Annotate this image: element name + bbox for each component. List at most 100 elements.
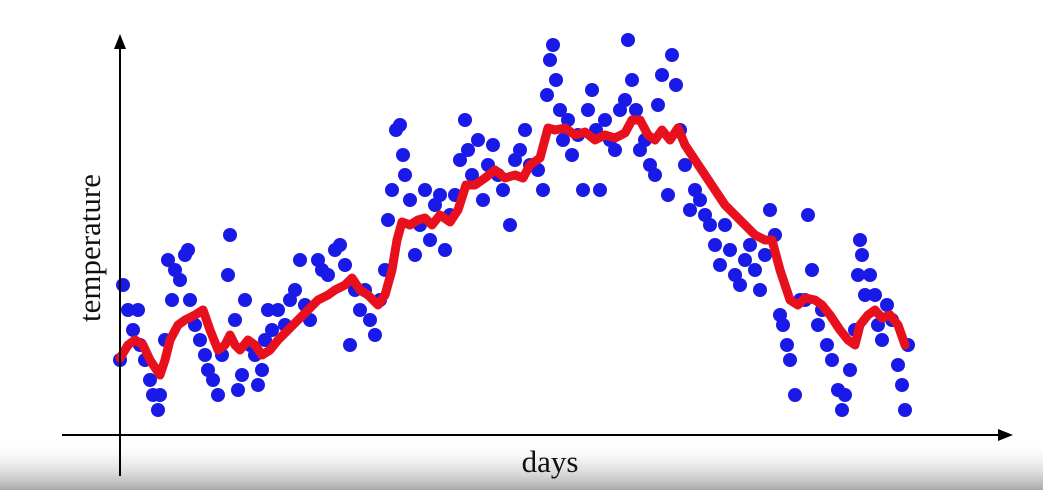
data-point [708,238,722,252]
data-point [718,218,732,232]
data-point [363,313,377,327]
data-point [811,318,825,332]
data-point [733,278,747,292]
data-point [211,388,225,402]
data-point [476,193,490,207]
data-point [543,53,557,67]
data-point [271,303,285,317]
data-point [228,313,242,327]
data-point [398,168,412,182]
data-point [549,73,563,87]
data-point [173,273,187,287]
data-point [683,203,697,217]
data-point [198,348,212,362]
data-point [513,143,527,157]
data-point [381,213,395,227]
data-point [703,218,717,232]
data-point [131,303,145,317]
data-point [343,338,357,352]
data-point [801,208,815,222]
data-point [738,253,752,267]
data-point [496,183,510,197]
data-point [183,293,197,307]
data-point [780,338,794,352]
data-point [338,258,352,272]
data-point [258,333,272,347]
data-point [753,283,767,297]
data-point [843,363,857,377]
trend-line [115,115,910,380]
data-point [423,233,437,247]
data-point [293,253,307,267]
data-point [669,78,683,92]
data-point [193,333,207,347]
data-point [503,218,517,232]
data-point [221,268,235,282]
data-point [608,143,622,157]
data-point [581,103,595,117]
data-point [553,103,567,117]
data-point [153,388,167,402]
data-point [855,248,869,262]
data-point [143,373,157,387]
data-point [288,283,302,297]
data-point [693,193,707,207]
plot-area [113,33,915,417]
data-point [261,303,275,317]
data-point [713,258,727,272]
data-point [758,248,772,262]
data-point [629,103,643,117]
data-point [838,388,852,402]
bottom-shade [0,440,1043,490]
data-point [868,288,882,302]
data-point [223,228,237,242]
data-point [723,243,737,257]
data-point [486,138,500,152]
data-point [385,183,399,197]
data-point [625,73,639,87]
data-point [418,183,432,197]
data-point [783,353,797,367]
data-point [743,238,757,252]
data-point [546,38,560,52]
data-point [126,323,140,337]
y-axis-arrow [114,34,126,49]
data-point [863,268,877,282]
data-point [748,263,762,277]
data-point [161,253,175,267]
data-point [368,328,382,342]
data-point [825,353,839,367]
data-point [776,318,790,332]
data-point [858,288,872,302]
data-point [875,333,889,347]
data-point [151,403,165,417]
data-point [891,358,905,372]
data-point [593,183,607,197]
data-point [181,243,195,257]
data-point [433,188,447,202]
data-point [396,148,410,162]
data-point [403,193,417,207]
data-point [585,83,599,97]
data-point [231,383,245,397]
data-point [408,248,422,262]
data-point [648,168,662,182]
data-point [665,48,679,62]
data-point [255,363,269,377]
data-point [880,298,894,312]
data-point [621,33,635,47]
data-point [536,183,550,197]
data-point [565,148,579,162]
data-point [238,293,252,307]
data-point [763,203,777,217]
data-point [235,368,249,382]
data-point [655,68,669,82]
data-point [206,373,220,387]
data-point [438,243,452,257]
data-point [353,303,367,317]
x-axis-arrow [998,429,1013,441]
data-point [598,113,612,127]
data-point [116,278,130,292]
data-point [853,233,867,247]
